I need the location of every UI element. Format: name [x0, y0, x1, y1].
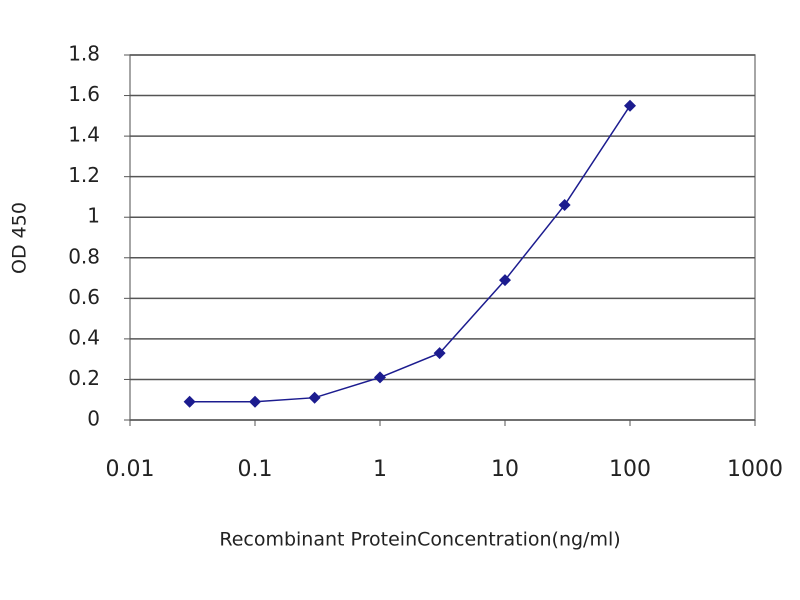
plot-area [129, 54, 756, 421]
data-point [374, 371, 386, 384]
y-tick-label: 0.2 [68, 366, 100, 390]
y-tick-label: 1 [87, 204, 100, 228]
x-tick-label: 0.01 [106, 457, 155, 482]
x-axis-label: Recombinant ProteinConcentration(ng/ml) [219, 529, 620, 551]
y-tick-label: 1.8 [68, 42, 100, 66]
data-point [499, 274, 511, 287]
data-point [624, 99, 636, 112]
data-point [433, 347, 446, 360]
x-tick-label: 1 [373, 457, 387, 482]
x-tick-label: 100 [609, 457, 651, 482]
y-tick-label: 1.2 [68, 163, 100, 187]
y-axis-label: OD 450 [9, 202, 31, 274]
y-tick-label: 1.4 [68, 123, 100, 147]
y-tick-label: 0 [87, 407, 100, 431]
y-tick-label: 0.6 [68, 285, 100, 309]
data-point [558, 199, 571, 212]
x-tick-label: 10 [491, 457, 519, 482]
data-point [183, 395, 196, 408]
y-tick-label: 0.8 [68, 244, 100, 268]
data-line [189, 105, 631, 403]
y-tick-label: 0.4 [68, 325, 100, 349]
data-point [249, 395, 261, 408]
x-tick-label: 0.1 [238, 457, 273, 482]
x-tick-label: 1000 [727, 457, 783, 482]
y-tick-label: 1.6 [68, 82, 100, 106]
data-point [308, 391, 321, 404]
